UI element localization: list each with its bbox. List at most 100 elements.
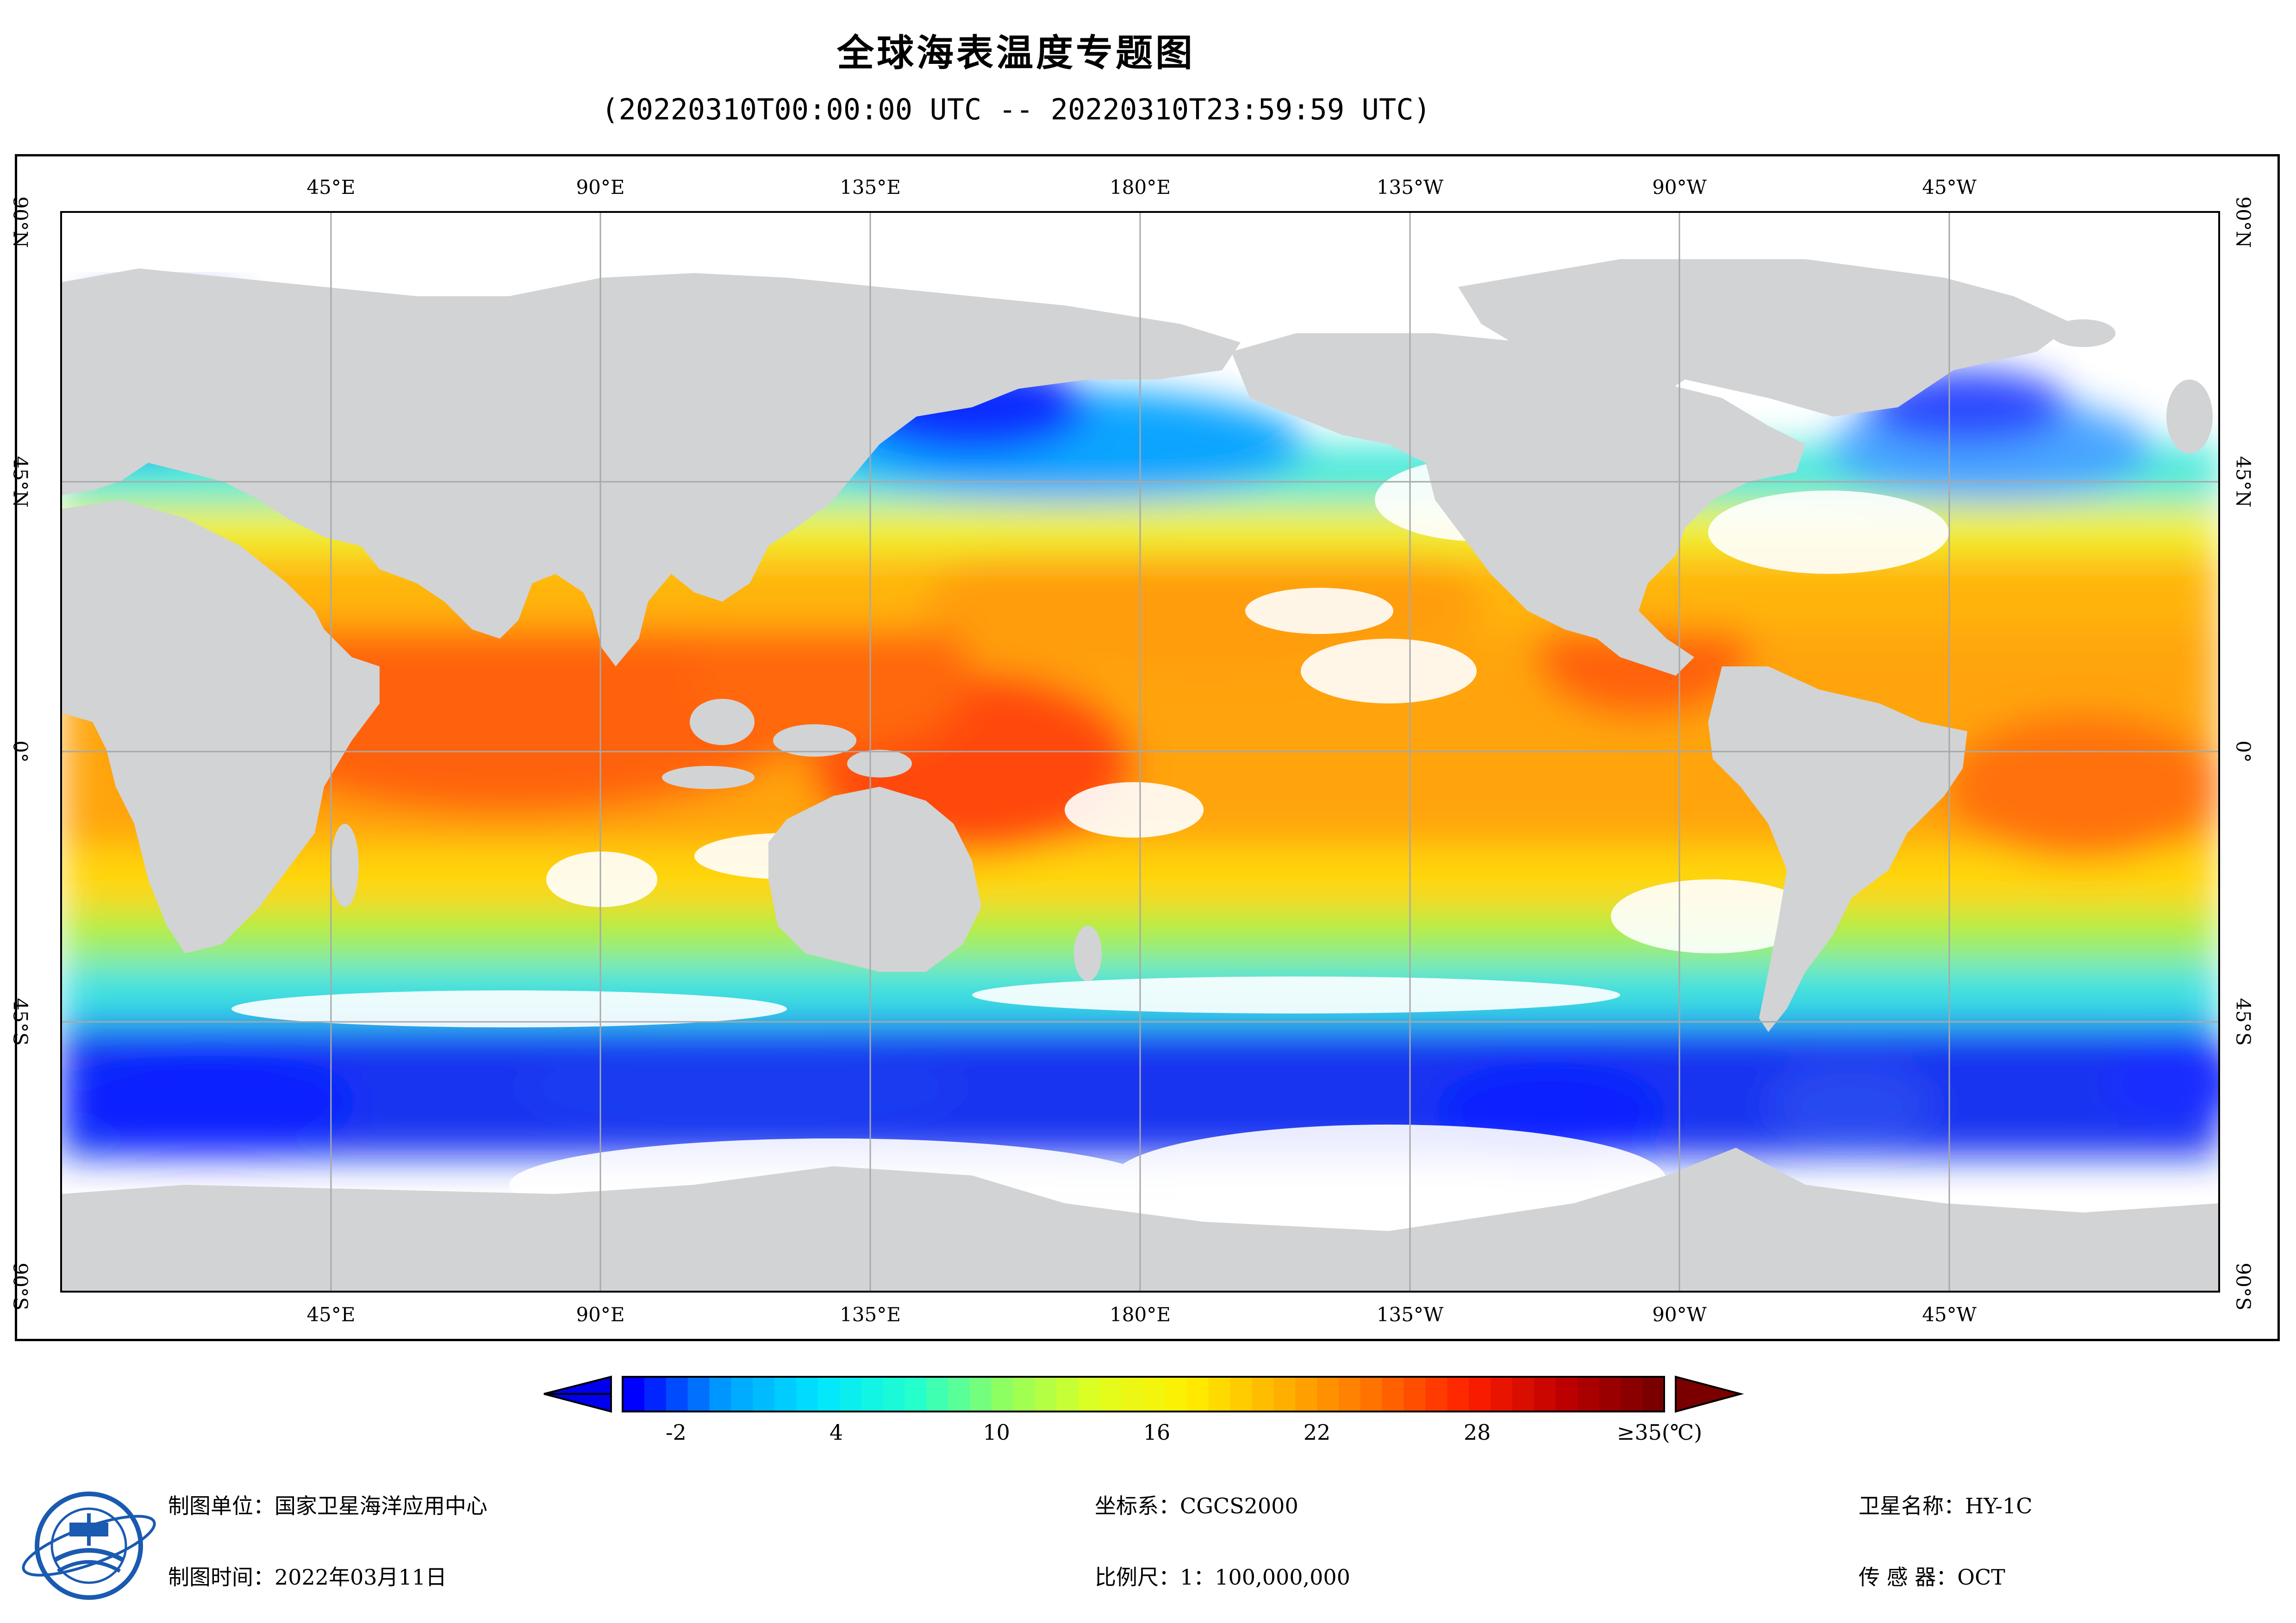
- colorbar-segment: [1425, 1377, 1448, 1412]
- colorbar-segment: [1295, 1377, 1317, 1412]
- sensor-info: 传 感 器：OCT: [1859, 1561, 2005, 1591]
- colorbar-tick-label: 10: [983, 1420, 1010, 1445]
- crs-label: 坐标系：: [1095, 1493, 1180, 1518]
- colorbar-segment: [731, 1377, 754, 1412]
- colorbar-segment: [753, 1377, 775, 1412]
- producer-info: 制图单位：国家卫星海洋应用中心: [168, 1489, 487, 1520]
- production-date-value: 2022年03月11日: [275, 1565, 447, 1590]
- production-date-info: 制图时间：2022年03月11日: [168, 1561, 447, 1591]
- lat-label-left: 45°N: [9, 456, 32, 508]
- colorbar-segment: [1035, 1377, 1057, 1412]
- colorbar-segment: [1512, 1377, 1535, 1412]
- colorbar-segment: [796, 1377, 818, 1412]
- lon-label-top: 180°E: [1110, 176, 1171, 199]
- colorbar-segment: [970, 1377, 992, 1412]
- lon-label-bottom: 45°W: [1922, 1303, 1977, 1326]
- colorbar-segment: [1208, 1377, 1231, 1412]
- colorbar-tick-label: 28: [1463, 1420, 1491, 1445]
- colorbar-segment: [1534, 1377, 1556, 1412]
- lon-label-bottom: 180°E: [1110, 1303, 1171, 1326]
- scale-value: 1：100,000,000: [1180, 1565, 1350, 1590]
- colorbar-segment: [1317, 1377, 1339, 1412]
- colorbar-segment: [1555, 1377, 1578, 1412]
- scale-label: 比例尺：: [1095, 1565, 1180, 1590]
- colorbar-segment: [1078, 1377, 1101, 1412]
- colorbar-segment: [948, 1377, 970, 1412]
- colorbar-tick-label: -2: [665, 1420, 686, 1445]
- colorbar-tick-label: 16: [1143, 1420, 1171, 1445]
- colorbar-segment: [817, 1377, 840, 1412]
- production-date-label: 制图时间：: [168, 1565, 275, 1590]
- producer-label: 制图单位：: [168, 1493, 275, 1518]
- colorbar-segment: [1056, 1377, 1079, 1412]
- lon-label-bottom: 45°E: [306, 1303, 356, 1326]
- colorbar-segment: [1143, 1377, 1166, 1412]
- satellite-value: HY-1C: [1965, 1493, 2033, 1518]
- lon-label-top: 90°W: [1652, 176, 1707, 199]
- colorbar-tick-label: 22: [1303, 1420, 1331, 1445]
- colorbar-segment: [1447, 1377, 1470, 1412]
- colorbar-segment: [1360, 1377, 1383, 1412]
- scale-info: 比例尺：1：100,000,000: [1095, 1561, 1350, 1591]
- colorbar-low-arrow: [543, 1375, 612, 1395]
- colorbar-segment: [1230, 1377, 1253, 1412]
- nsoas-emblem-icon: [22, 1492, 156, 1600]
- colorbar-high-arrow: [1675, 1375, 1744, 1413]
- colorbar-segment: [644, 1377, 667, 1412]
- colorbar-segment: [1252, 1377, 1274, 1412]
- colorbar-tick-label: ≥35(℃): [1616, 1420, 1703, 1445]
- lon-label-bottom: 90°E: [576, 1303, 625, 1326]
- lon-label-bottom: 135°W: [1376, 1303, 1444, 1326]
- lat-label-right: 90°S: [2232, 1262, 2255, 1311]
- colorbar-tick-label: 4: [829, 1420, 843, 1445]
- lat-label-right: 45°S: [2232, 998, 2255, 1046]
- colorbar-segment: [883, 1377, 905, 1412]
- sensor-label: 传 感 器：: [1859, 1565, 1958, 1590]
- colorbar-segment: [991, 1377, 1014, 1412]
- colorbar-segment: [1165, 1377, 1187, 1412]
- crs-value: CGCS2000: [1180, 1493, 1298, 1518]
- colorbar-segment: [1338, 1377, 1361, 1412]
- lon-label-bottom: 135°E: [840, 1303, 901, 1326]
- lat-label-right: 45°N: [2232, 456, 2255, 508]
- colorbar-segment: [1599, 1377, 1622, 1412]
- lon-label-top: 45°E: [306, 176, 356, 199]
- colorbar-segment: [1186, 1377, 1209, 1412]
- colorbar-segment: [709, 1377, 732, 1412]
- colorbar-segment: [905, 1377, 927, 1412]
- graticule: [61, 212, 2219, 1292]
- map-inner-border: [60, 211, 2220, 1293]
- colorbar-segment: [1621, 1377, 1643, 1412]
- lat-label-left: 0°: [9, 740, 32, 763]
- lon-label-top: 45°W: [1922, 176, 1977, 199]
- colorbar-segment: [1404, 1377, 1426, 1412]
- lat-label-left: 90°N: [9, 196, 32, 248]
- colorbar-segment: [1273, 1377, 1296, 1412]
- lat-label-right: 0°: [2232, 740, 2255, 763]
- sensor-value: OCT: [1957, 1565, 2005, 1590]
- sst-field: [61, 212, 2219, 1292]
- lat-label-right: 90°N: [2232, 196, 2255, 248]
- colorbar-segment: [1642, 1377, 1665, 1412]
- colorbar-segment: [1100, 1377, 1123, 1412]
- map-time-range: (20220310T00:00:00 UTC -- 20220310T23:59…: [601, 93, 1431, 126]
- colorbar-segment: [1382, 1377, 1404, 1412]
- colorbar-segment: [861, 1377, 884, 1412]
- colorbar-segment: [774, 1377, 797, 1412]
- map-title: 全球海表温度专题图: [837, 31, 1195, 75]
- colorbar-segment: [1122, 1377, 1144, 1412]
- colorbar-segment: [1577, 1377, 1600, 1412]
- colorbar-segment: [839, 1377, 862, 1412]
- colorbar-segment: [623, 1377, 645, 1412]
- colorbar-segment: [926, 1377, 949, 1412]
- colorbar: [543, 1375, 1744, 1413]
- lon-label-bottom: 90°W: [1652, 1303, 1707, 1326]
- colorbar-segment: [666, 1377, 688, 1412]
- lat-label-left: 90°S: [9, 1262, 32, 1311]
- lon-label-top: 135°E: [840, 176, 901, 199]
- colorbar-segment: [687, 1377, 710, 1412]
- lon-label-top: 90°E: [576, 176, 625, 199]
- lat-label-left: 45°S: [9, 998, 32, 1046]
